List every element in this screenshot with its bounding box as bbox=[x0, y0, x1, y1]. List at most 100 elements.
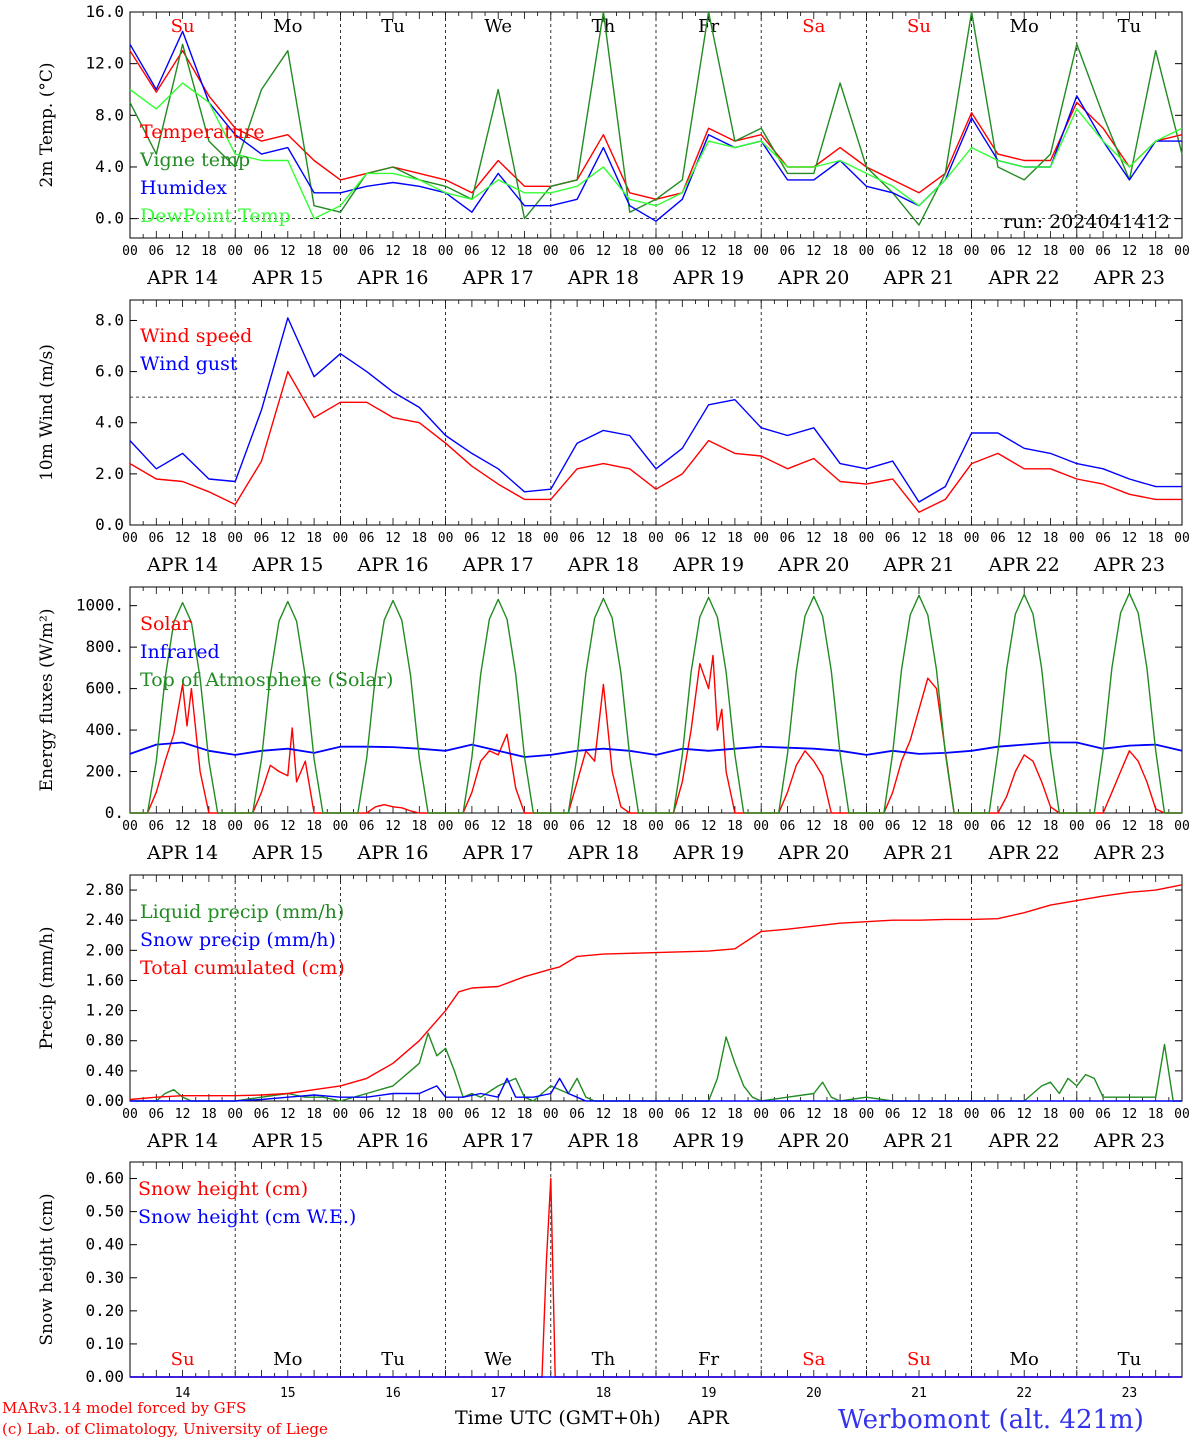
y-tick-label: 0.40 bbox=[85, 1235, 124, 1254]
date-label: APR 21 bbox=[882, 267, 954, 289]
date-label: APR 15 bbox=[251, 554, 323, 576]
x-hour-label: 00 bbox=[648, 819, 664, 834]
legend-entry: Snow height (cm) bbox=[138, 1178, 308, 1200]
weekday-label: Mo bbox=[273, 16, 302, 37]
date-label: APR 19 bbox=[672, 554, 744, 576]
x-hour-label: 00 bbox=[1069, 819, 1085, 834]
date-label: APR 22 bbox=[988, 842, 1060, 864]
y-tick-label: 200. bbox=[85, 762, 124, 781]
date-label: APR 18 bbox=[567, 267, 639, 289]
day-number-label: 21 bbox=[911, 1386, 927, 1401]
x-hour-label: 18 bbox=[517, 819, 533, 834]
date-label: APR 18 bbox=[567, 842, 639, 864]
x-hour-label: 06 bbox=[674, 819, 690, 834]
x-hour-label: 00 bbox=[753, 531, 769, 546]
x-hour-label: 12 bbox=[385, 531, 401, 546]
x-hour-label: 06 bbox=[569, 1107, 585, 1122]
weekday-label: Mo bbox=[1010, 16, 1039, 37]
x-hour-label: 06 bbox=[885, 819, 901, 834]
legend-entry: Liquid precip (mm/h) bbox=[140, 901, 344, 923]
x-hour-label: 06 bbox=[990, 1107, 1006, 1122]
x-hour-label: 12 bbox=[1122, 819, 1138, 834]
date-label: APR 17 bbox=[462, 267, 534, 289]
x-hour-label: 00 bbox=[543, 819, 559, 834]
x-hour-label: 12 bbox=[596, 1107, 612, 1122]
x-hour-label: 12 bbox=[490, 819, 506, 834]
x-hour-label: 18 bbox=[1043, 244, 1059, 259]
x-hour-label: 12 bbox=[280, 244, 296, 259]
x-hour-label: 18 bbox=[727, 819, 743, 834]
x-hour-label: 12 bbox=[490, 244, 506, 259]
date-label: APR 22 bbox=[988, 1130, 1060, 1152]
y-tick-label: 8.0 bbox=[95, 105, 124, 124]
y-tick-label: 4.0 bbox=[95, 413, 124, 432]
x-hour-label: 00 bbox=[648, 1107, 664, 1122]
y-tick-label: 0.0 bbox=[95, 515, 124, 534]
y-tick-label: 2.40 bbox=[85, 910, 124, 929]
x-hour-label: 00 bbox=[122, 819, 138, 834]
x-hour-label: 06 bbox=[148, 1107, 164, 1122]
weekday-label: Tu bbox=[1118, 16, 1142, 37]
x-hour-label: 18 bbox=[411, 244, 427, 259]
day-number-label: 18 bbox=[596, 1386, 612, 1401]
x-hour-label: 00 bbox=[964, 819, 980, 834]
legend-entry: Wind speed bbox=[140, 325, 252, 347]
x-hour-label: 00 bbox=[753, 1107, 769, 1122]
x-hour-label: 12 bbox=[701, 531, 717, 546]
x-hour-label: 12 bbox=[911, 244, 927, 259]
y-axis-label: Precip (mm/h) bbox=[37, 926, 57, 1049]
x-hour-label: 06 bbox=[148, 819, 164, 834]
y-tick-label: 8.0 bbox=[95, 310, 124, 329]
date-label: APR 21 bbox=[882, 554, 954, 576]
x-hour-label: 00 bbox=[648, 244, 664, 259]
x-hour-label: 18 bbox=[622, 819, 638, 834]
panel-5: 0.00 0.10 0.20 0.30 0.40 0.50 0.60 Snow height … bbox=[37, 1161, 1183, 1401]
x-hour-label: 06 bbox=[885, 531, 901, 546]
date-label: APR 22 bbox=[988, 267, 1060, 289]
weekday-label: Tu bbox=[381, 16, 405, 37]
day-number-label: 20 bbox=[806, 1386, 822, 1401]
date-label: APR 21 bbox=[882, 842, 954, 864]
x-hour-label: 06 bbox=[1095, 819, 1111, 834]
x-hour-label: 12 bbox=[175, 244, 191, 259]
x-hour-label: 00 bbox=[227, 819, 243, 834]
x-hour-label: 00 bbox=[753, 244, 769, 259]
series-line-total-cumulated-cm bbox=[129, 884, 1183, 1101]
weekday-label: Su bbox=[907, 16, 931, 37]
x-hour-label: 00 bbox=[1069, 244, 1085, 259]
y-tick-label: 0.10 bbox=[85, 1334, 124, 1353]
x-hour-label: 06 bbox=[990, 244, 1006, 259]
x-hour-label: 00 bbox=[859, 819, 875, 834]
copyright: (c) Lab. of Climatology, University of L… bbox=[2, 1420, 328, 1438]
x-hour-label: 12 bbox=[911, 819, 927, 834]
x-hour-label: 18 bbox=[306, 1107, 322, 1122]
y-tick-label: 16.0 bbox=[85, 2, 124, 21]
weekday-label: Sa bbox=[802, 1349, 825, 1370]
weekday-label: Tu bbox=[1118, 1349, 1142, 1370]
x-hour-label: 06 bbox=[148, 244, 164, 259]
y-tick-label: 2.00 bbox=[85, 940, 124, 959]
x-hour-label: 00 bbox=[438, 1107, 454, 1122]
run-annotation: run: 2024041412 bbox=[1003, 211, 1170, 233]
x-hour-label: 12 bbox=[280, 1107, 296, 1122]
x-hour-label: 00 bbox=[648, 531, 664, 546]
x-hour-label: 00 bbox=[543, 1107, 559, 1122]
panel-3: 0. 200. 400. 600. 800. 1000. Energy fluxes (W/… bbox=[37, 586, 1190, 864]
date-label: APR 16 bbox=[356, 267, 428, 289]
weekday-label: We bbox=[484, 16, 512, 37]
date-label: APR 14 bbox=[146, 554, 218, 576]
x-axis-label: Time UTC (GMT+0h) bbox=[455, 1407, 661, 1429]
y-tick-label: 0.20 bbox=[85, 1301, 124, 1320]
x-hour-label: 12 bbox=[1122, 244, 1138, 259]
date-label: APR 15 bbox=[251, 1130, 323, 1152]
x-hour-label: 06 bbox=[359, 819, 375, 834]
x-hour-label: 00 bbox=[333, 1107, 349, 1122]
x-hour-label: 00 bbox=[1174, 1107, 1190, 1122]
x-hour-label: 12 bbox=[490, 531, 506, 546]
x-hour-label: 06 bbox=[254, 819, 270, 834]
date-label: APR 20 bbox=[777, 1130, 849, 1152]
y-tick-label: 0.30 bbox=[85, 1268, 124, 1287]
y-tick-label: 800. bbox=[85, 637, 124, 656]
date-label: APR 16 bbox=[356, 1130, 428, 1152]
x-hour-label: 00 bbox=[964, 1107, 980, 1122]
